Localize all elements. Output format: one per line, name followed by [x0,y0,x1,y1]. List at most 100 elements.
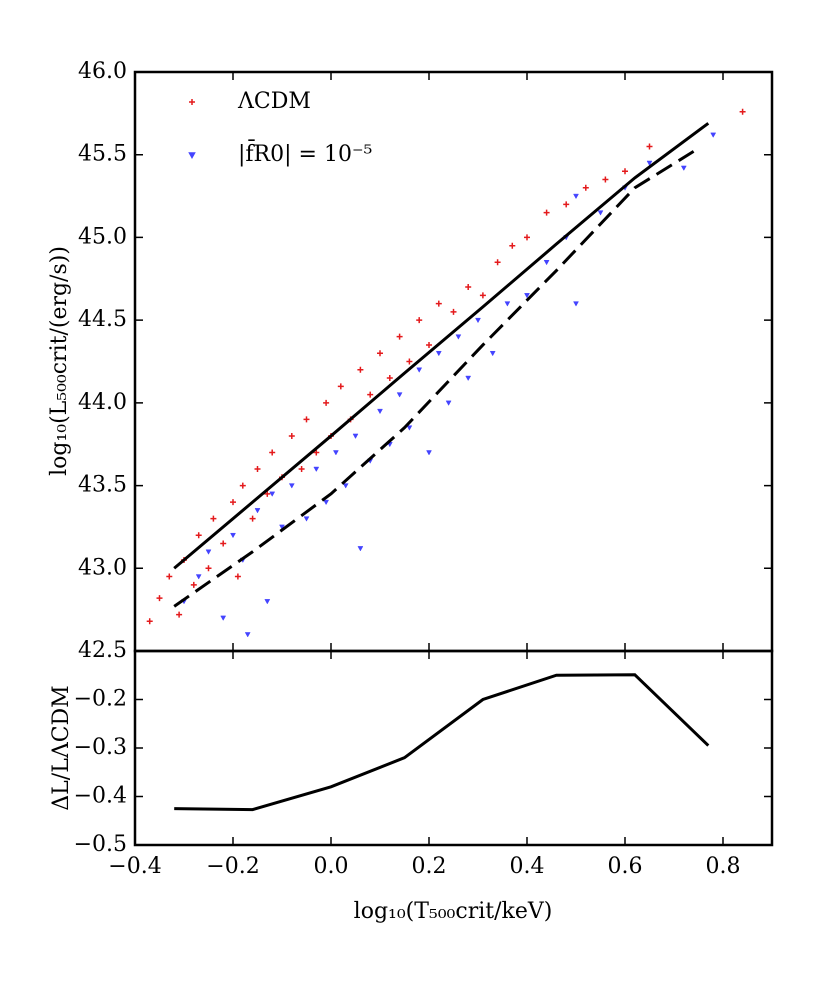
scatter-point [239,482,246,489]
y-axis-label: log₁₀(L₅₀₀crit/(erg/s)) [47,246,72,476]
plot-frame [133,649,774,847]
scatter-point [269,449,276,456]
scatter-point [426,450,432,456]
scatter-point [450,308,457,315]
scatter-point [357,366,364,373]
scatter-point [524,234,530,241]
y-tick-label: 46.0 [78,59,127,84]
scatter-point [509,242,516,249]
scatter-point [337,383,344,390]
legend-label: ΛCDM [237,89,311,114]
scatter-point [524,293,530,299]
scatter-point [504,301,511,307]
scatter-point [489,350,496,357]
plot-frame [133,70,774,653]
scatter-point [396,392,403,398]
scatter-point [367,391,374,398]
scatter-point [244,632,251,638]
scatter-point [230,499,236,506]
scatter-point [269,491,276,497]
scatter-point [406,358,413,365]
scatter-point [386,375,393,382]
scatter-point [377,350,383,357]
scatter-point [543,259,550,266]
scatter-point [597,210,604,216]
scatter-point [146,618,153,625]
scatter-point [279,524,285,530]
scatter-point [166,573,173,580]
scatter-point [249,515,256,522]
scatter-point [303,516,310,522]
scatter-point [313,449,320,456]
y-tick-label: 43.0 [78,555,127,580]
y-tick-label: 45.0 [78,224,127,249]
x-tick-label: 0.2 [412,854,447,879]
scatter-point [435,350,442,357]
ratio-line [174,673,710,812]
y-axis-label: ΔL/LΛCDM [49,685,74,810]
y-tick-label: 45.5 [78,142,127,167]
scatter-point [332,450,339,456]
scatter-point [416,367,423,373]
scatter-point [220,615,227,621]
scatter-point [426,341,432,348]
scatter-point [739,108,746,115]
scatter-point [195,574,202,580]
scatter-point [303,416,310,423]
fit-line [173,150,695,608]
x-tick-label: 0.6 [608,854,643,879]
y-tick-label: −0.3 [74,735,127,760]
scatter-point [190,581,197,588]
scatter-point [254,508,261,514]
scatter-point [680,165,687,171]
fit-line [173,122,710,570]
scatter-point [494,259,501,266]
y-tick-label: 42.5 [78,638,127,663]
scatter-point [416,317,423,324]
scatter-point [342,483,349,489]
scatter-point [455,334,462,340]
scatter-point [479,292,486,299]
scatter-point [602,176,609,183]
legend-marker [188,152,196,160]
scatter-point [573,301,579,307]
scatter-point [543,209,550,216]
scatter-point [195,532,202,539]
x-tick-label: 0.0 [314,854,349,879]
scatter-point [465,284,472,291]
legend-marker [189,99,195,105]
scatter-point [563,201,570,208]
scatter-point [205,549,212,555]
scatter-point [313,466,320,473]
scatter-point [254,466,261,473]
scatter-point [234,573,241,580]
x-tick-label: −0.2 [206,854,259,879]
y-tick-label: 44.5 [78,307,127,332]
y-tick-label: −0.5 [74,832,127,857]
scatter-point [156,595,163,602]
scatter-point [445,400,452,406]
scatter-point [465,375,472,382]
scatter-point [288,483,295,489]
x-tick-label: 0.4 [510,854,545,879]
y-tick-label: −0.2 [74,687,127,712]
scatter-point [377,408,383,415]
scatter-point [230,532,236,539]
x-axis-label: log₁₀(T₅₀₀crit/keV) [354,899,553,924]
scatter-point [573,193,579,200]
scatter-point [406,425,413,431]
scatter-point [646,143,653,150]
scatter-point [646,160,653,167]
scatter-point [210,515,217,522]
scatter-point [710,132,717,138]
scatter-point [475,317,481,324]
legend-label: |f̄R0| = 10⁻⁵ [238,139,372,167]
scatter-point [323,399,330,406]
scatter-point [323,499,330,506]
y-tick-label: 44.0 [78,390,127,415]
scatter-point [205,565,212,572]
scatter-point [352,433,359,439]
scatter-point [357,546,364,552]
scatter-point [264,599,271,605]
